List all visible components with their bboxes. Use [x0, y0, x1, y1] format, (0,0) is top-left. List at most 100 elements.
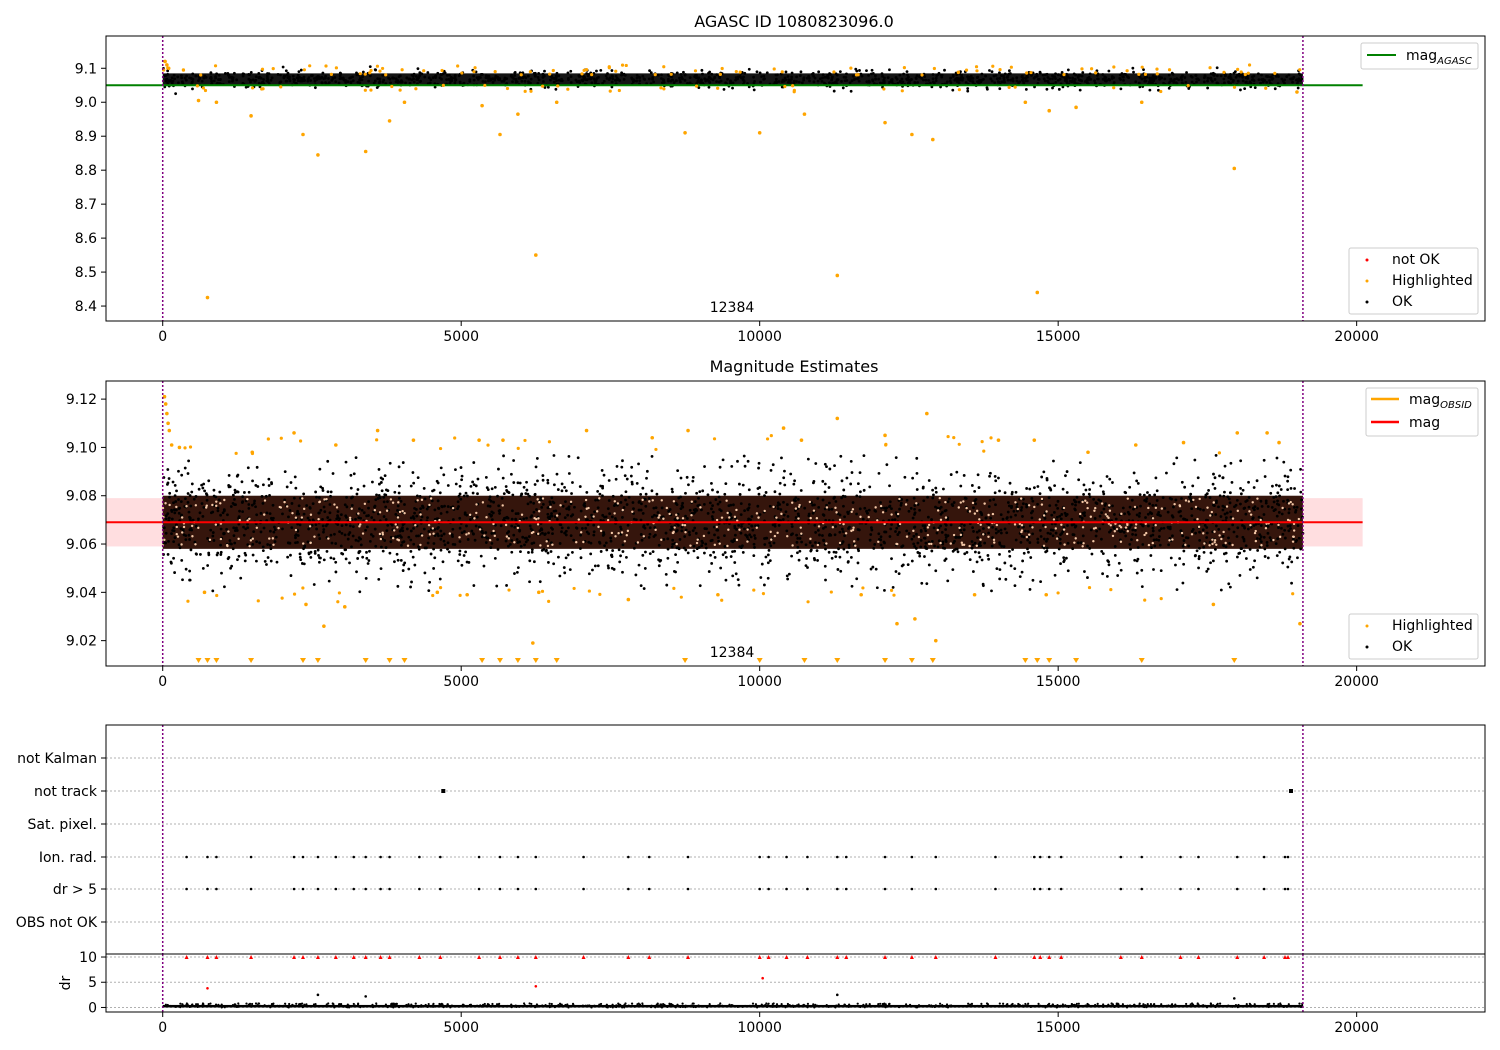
- ok-point: [321, 71, 325, 75]
- ok-point: [503, 76, 507, 80]
- ok-point: [856, 547, 860, 551]
- ok-point: [977, 529, 981, 533]
- ok-point: [993, 81, 997, 85]
- band-speckle: [1254, 539, 1258, 543]
- ok-point: [502, 518, 505, 522]
- ok-point: [984, 516, 988, 520]
- band-speckle: [1143, 533, 1146, 537]
- highlighted-point: [1239, 70, 1243, 74]
- ok-point: [381, 477, 385, 481]
- band-speckle: [672, 500, 676, 503]
- band-speckle: [397, 501, 400, 504]
- highlighted-point: [411, 438, 416, 442]
- ok-point: [472, 461, 476, 464]
- ok-point: [317, 533, 321, 537]
- ok-point: [660, 515, 664, 519]
- band-speckle: [393, 529, 396, 532]
- band-speckle: [249, 539, 253, 542]
- ok-point: [206, 537, 210, 540]
- band-speckle: [481, 501, 485, 504]
- ok-point: [1296, 556, 1299, 560]
- ok-point: [816, 497, 820, 500]
- ok-point: [855, 494, 859, 498]
- ok-point: [427, 589, 431, 593]
- ok-point: [1214, 547, 1217, 551]
- highlighted-point: [854, 73, 859, 77]
- ok-point: [263, 559, 267, 563]
- ok-point: [1227, 582, 1231, 586]
- ok-point: [550, 514, 554, 518]
- ok-point: [380, 489, 384, 493]
- ok-point: [753, 536, 757, 540]
- band-speckle: [658, 514, 661, 517]
- ok-point: [1036, 541, 1040, 544]
- ok-point: [412, 481, 416, 485]
- ok-point: [431, 76, 435, 80]
- ok-point: [849, 482, 853, 486]
- ok-point: [606, 507, 610, 511]
- ok-point: [443, 504, 446, 508]
- ok-point: [1204, 518, 1208, 522]
- ion-rad-event: [1047, 855, 1051, 859]
- ok-point: [1080, 74, 1084, 78]
- ok-point: [850, 471, 854, 474]
- dr-gt-5-event: [806, 887, 809, 891]
- ok-point: [251, 479, 254, 483]
- ok-point: [372, 81, 376, 85]
- ok-point: [1240, 547, 1243, 551]
- ok-point: [1224, 516, 1228, 520]
- ok-point: [381, 73, 385, 77]
- ok-point: [823, 462, 827, 466]
- ok-point: [620, 494, 623, 498]
- ok-point: [355, 73, 359, 77]
- band-speckle: [838, 541, 842, 545]
- ok-point: [527, 551, 530, 554]
- band-speckle: [850, 510, 853, 514]
- ok-point: [827, 518, 831, 522]
- ok-point: [552, 454, 556, 457]
- band-speckle: [378, 511, 382, 514]
- band-speckle: [248, 517, 251, 520]
- ok-point: [183, 76, 187, 80]
- ok-point: [338, 74, 342, 78]
- band-speckle: [1289, 500, 1292, 504]
- ok-point: [514, 80, 518, 84]
- ok-point: [1202, 508, 1205, 512]
- ok-point: [207, 479, 211, 483]
- band-speckle: [1093, 509, 1096, 512]
- band-speckle: [968, 510, 972, 513]
- ok-point: [849, 89, 853, 93]
- ok-point: [1292, 75, 1296, 79]
- ok-point: [1036, 485, 1040, 488]
- ok-point: [815, 549, 819, 553]
- band-speckle: [1045, 510, 1048, 513]
- band-speckle: [215, 504, 218, 508]
- ok-point: [871, 79, 875, 83]
- ok-point: [777, 518, 780, 522]
- highlighted-point: [738, 70, 742, 74]
- highlighted-point: [234, 451, 238, 455]
- ok-point: [525, 488, 529, 492]
- ok-point: [909, 506, 913, 510]
- ok-point: [900, 545, 904, 549]
- band-speckle: [363, 502, 367, 506]
- dr-gt-5-event: [1047, 887, 1051, 891]
- ok-point: [614, 477, 618, 481]
- band-speckle: [648, 500, 651, 503]
- ok-point: [1073, 77, 1077, 81]
- highlighted-point: [957, 442, 961, 446]
- highlighted-point: [693, 69, 698, 73]
- ok-point: [1171, 72, 1175, 76]
- band-speckle: [1154, 523, 1157, 527]
- highlighted-point: [1273, 71, 1277, 76]
- ok-point: [823, 564, 827, 568]
- ok-point: [848, 525, 851, 529]
- ok-point: [579, 547, 582, 550]
- ok-point: [648, 526, 652, 530]
- highlighted-point: [712, 437, 717, 441]
- ok-point: [1071, 502, 1074, 506]
- ok-point: [302, 75, 306, 79]
- x-tick-label: 10000: [737, 329, 782, 345]
- ok-point: [310, 523, 314, 527]
- ok-point: [951, 568, 955, 572]
